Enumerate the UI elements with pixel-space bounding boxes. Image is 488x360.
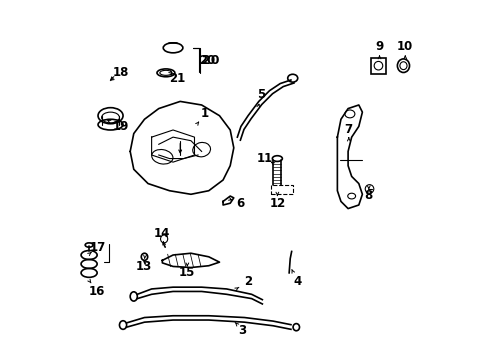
Text: 19: 19 (113, 120, 129, 133)
Text: 5: 5 (257, 88, 265, 101)
Text: 12: 12 (269, 197, 285, 210)
Text: 4: 4 (293, 275, 301, 288)
Text: 9: 9 (375, 40, 383, 53)
Text: 11: 11 (257, 152, 273, 165)
Text: 18: 18 (113, 66, 129, 79)
Text: 15: 15 (179, 266, 195, 279)
Text: 20: 20 (199, 54, 215, 67)
Text: 2: 2 (244, 275, 252, 288)
Text: 17: 17 (89, 241, 105, 255)
Text: 13: 13 (135, 260, 152, 273)
Text: 16: 16 (89, 285, 105, 298)
Text: 1: 1 (201, 107, 209, 120)
Text: 20: 20 (201, 54, 219, 67)
Text: 8: 8 (364, 189, 372, 202)
Text: 6: 6 (236, 197, 244, 210)
Text: 14: 14 (153, 227, 169, 240)
Text: 21: 21 (169, 72, 185, 85)
Text: 10: 10 (396, 40, 412, 53)
Text: 7: 7 (344, 123, 352, 136)
Text: 3: 3 (238, 324, 246, 337)
